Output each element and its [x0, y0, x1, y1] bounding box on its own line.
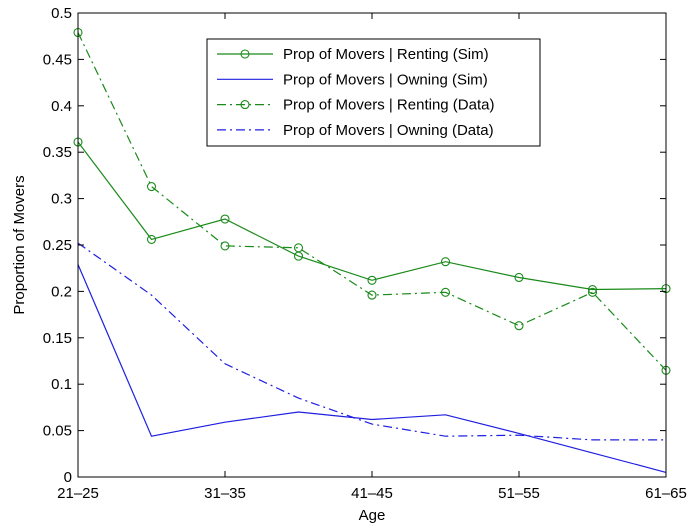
series-1-point	[367, 275, 377, 285]
series-3-point	[440, 287, 451, 297]
y-tick-label: 0.1	[51, 376, 72, 393]
x-tick-label: 51–55	[498, 485, 540, 502]
series-3-point	[220, 241, 230, 251]
series-1-point	[220, 214, 230, 224]
x-tick-label: 21–25	[57, 485, 99, 502]
legend-label-3: Prop of Movers | Renting (Data)	[283, 97, 494, 114]
legend-box	[206, 38, 541, 147]
legend-marker-3	[240, 100, 250, 110]
y-tick-label: 0.05	[43, 423, 72, 440]
y-tick-label: 0.2	[51, 283, 72, 300]
series-line-3	[77, 32, 667, 371]
y-tick-label: 0.5	[51, 5, 72, 22]
series-3-point	[587, 287, 598, 297]
y-tick-label: 0.15	[43, 330, 72, 347]
x-axis-title: Age	[359, 507, 386, 524]
y-tick-label: 0.3	[51, 191, 72, 208]
series-1-point	[440, 257, 451, 267]
x-tick-label: 31–35	[204, 485, 246, 502]
series-line-4	[77, 242, 666, 441]
x-tick-label: 61–65	[645, 485, 687, 502]
legend-label-4: Prop of Movers | Owning (Data)	[283, 122, 494, 139]
series-line-2	[77, 264, 667, 473]
y-axis-title: Proportion of Movers	[11, 175, 28, 314]
legend-label-1: Prop of Movers | Renting (Sim)	[283, 46, 489, 63]
y-tick-label: 0.45	[43, 51, 72, 68]
y-tick-label: 0.4	[51, 98, 72, 115]
y-tick-label: 0	[64, 469, 72, 486]
series-1-point	[146, 234, 157, 244]
series-3-point	[293, 243, 304, 253]
y-tick-label: 0.25	[43, 237, 72, 254]
legend-label-2: Prop of Movers | Owning (Sim)	[283, 71, 488, 88]
y-tick-label: 0.35	[43, 144, 72, 161]
series-1-point	[587, 284, 598, 295]
series-3-point	[146, 181, 157, 192]
series-3-point	[367, 290, 377, 300]
x-tick-label: 41–45	[351, 485, 393, 502]
series-line-1	[77, 141, 667, 291]
series-3-point	[514, 321, 524, 331]
legend-marker-1	[240, 49, 250, 59]
series-1-point	[514, 272, 524, 283]
